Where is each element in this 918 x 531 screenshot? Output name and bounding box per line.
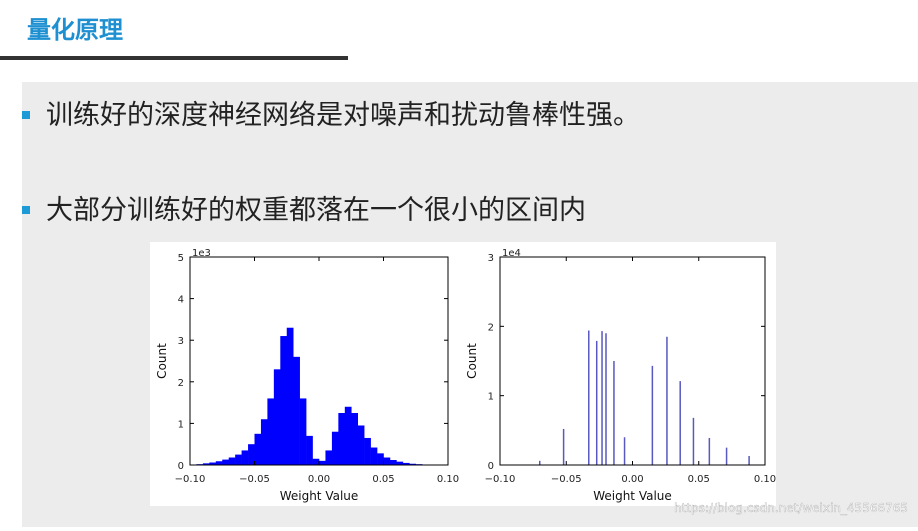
y-tick-label: 1	[178, 419, 184, 430]
x-tick-label: −0.05	[551, 474, 582, 485]
x-tick-label: −0.05	[239, 474, 270, 485]
histogram-bar	[274, 369, 281, 465]
histogram-bar	[261, 419, 268, 465]
histogram-bar	[338, 413, 345, 465]
x-tick-label: 0.10	[754, 474, 776, 485]
histogram-bar	[384, 458, 391, 465]
y-tick-label: 0	[178, 461, 184, 472]
y-tick-label: 4	[178, 295, 184, 306]
histogram-bar	[364, 438, 371, 465]
y-tick-label: 5	[178, 253, 184, 264]
histogram-bar	[300, 398, 307, 465]
histogram-bar	[255, 434, 262, 465]
histogram-bar	[345, 407, 352, 465]
x-tick-label: −0.10	[175, 474, 206, 485]
histogram-bar	[332, 432, 339, 465]
chart-image	[150, 242, 776, 506]
bullet-icon	[22, 111, 30, 119]
histogram-bar	[371, 448, 378, 465]
x-tick-label: 0.05	[372, 474, 394, 485]
histogram-bar	[319, 461, 326, 465]
x-tick-label: 0.00	[308, 474, 330, 485]
y-tick-label: 2	[178, 378, 184, 389]
y-offset-label: 1e4	[502, 248, 521, 259]
histogram-bar	[293, 357, 300, 465]
watermark: https://blog.csdn.net/weixin_45566765	[674, 501, 908, 515]
histogram-bar	[325, 450, 332, 465]
y-tick-label: 3	[488, 253, 494, 264]
histogram-bar	[358, 425, 365, 465]
x-axis-label: Weight Value	[593, 489, 672, 503]
histogram-bar	[216, 461, 223, 465]
y-tick-label: 3	[178, 336, 184, 347]
y-tick-label: 0	[488, 461, 494, 472]
x-tick-label: 0.05	[688, 474, 710, 485]
histogram-bar	[280, 336, 287, 465]
header-rule	[0, 56, 348, 60]
x-axis-label: Weight Value	[280, 489, 359, 503]
histogram-bar	[377, 453, 384, 465]
histogram-bar	[306, 436, 313, 465]
histogram-bar	[390, 460, 397, 465]
x-tick-label: 0.10	[437, 474, 459, 485]
y-axis-label: Count	[155, 343, 169, 379]
bullet-text: 训练好的深度神经网络是对噪声和扰动鲁棒性强。	[46, 100, 640, 131]
x-tick-label: −0.10	[485, 474, 516, 485]
header-title: 量化原理	[27, 16, 123, 44]
y-offset-label: 1e3	[192, 248, 211, 259]
histogram-bar	[287, 328, 294, 465]
histogram-bar	[313, 459, 320, 465]
histogram-bar	[267, 398, 274, 465]
bullet-text: 大部分训练好的权重都落在一个很小的区间内	[46, 195, 586, 226]
histogram-bar	[351, 413, 358, 465]
bullet-icon	[22, 206, 30, 214]
histogram-bar	[235, 455, 242, 465]
y-tick-label: 2	[488, 322, 494, 333]
histogram-bar	[248, 444, 255, 465]
histogram-bar	[222, 460, 229, 465]
y-tick-label: 1	[488, 392, 494, 403]
histogram-bar	[242, 450, 249, 465]
x-tick-label: 0.00	[621, 474, 643, 485]
histogram-bar	[229, 458, 236, 465]
y-axis-label: Count	[465, 343, 479, 379]
